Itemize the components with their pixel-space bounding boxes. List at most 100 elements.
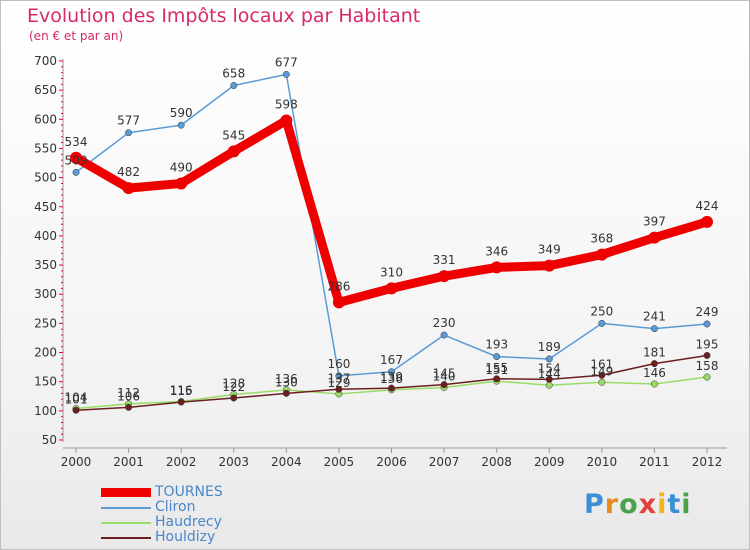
data-label-haudrecy: 158 — [696, 359, 719, 373]
point-cliron — [125, 129, 133, 137]
point-houldizy — [230, 394, 238, 402]
y-tick-label: 300 — [34, 287, 57, 301]
data-label-houldizy: 130 — [275, 375, 298, 389]
data-label-cliron: 241 — [643, 310, 666, 324]
data-label-haudrecy: 112 — [117, 386, 140, 400]
point-haudrecy — [598, 378, 606, 386]
point-houldizy — [125, 403, 133, 411]
point-cliron — [177, 121, 185, 129]
x-tick-label: 2012 — [692, 455, 723, 469]
legend-swatch — [101, 506, 151, 509]
x-tick-label: 2011 — [639, 455, 670, 469]
point-tournes — [490, 261, 503, 274]
logo-letter: r — [604, 489, 620, 520]
data-label-haudrecy: 136 — [380, 372, 403, 386]
point-cliron — [388, 368, 395, 376]
point-cliron — [230, 82, 238, 89]
y-tick-label: 650 — [34, 83, 57, 97]
chart-subtitle: (en € et par an) — [29, 29, 124, 43]
data-label-cliron: 677 — [275, 55, 298, 69]
data-label-tournes: 349 — [538, 243, 561, 257]
x-tick-label: 2002 — [166, 455, 197, 469]
point-houldizy — [703, 352, 711, 359]
point-haudrecy — [650, 380, 658, 388]
data-label-houldizy: 101 — [65, 392, 88, 406]
data-label-haudrecy: 144 — [538, 367, 561, 381]
y-tick-label: 50 — [42, 433, 57, 447]
point-houldizy — [545, 375, 553, 383]
legend-item-houldizy: Houldizy — [101, 530, 223, 545]
data-label-tournes: 534 — [65, 135, 88, 149]
data-label-haudrecy: 146 — [643, 366, 666, 380]
point-houldizy — [282, 389, 290, 397]
y-tick-label: 200 — [34, 346, 57, 360]
point-cliron — [703, 320, 711, 328]
data-label-tournes: 598 — [275, 97, 298, 111]
point-haudrecy — [703, 373, 711, 381]
data-label-houldizy: 161 — [590, 357, 613, 371]
data-label-houldizy: 137 — [327, 371, 350, 385]
data-label-tournes: 397 — [643, 215, 666, 229]
logo-letter: i — [657, 489, 668, 520]
data-label-houldizy: 145 — [433, 367, 456, 381]
data-label-haudrecy: 140 — [433, 370, 456, 384]
legend-swatch — [101, 536, 151, 539]
data-label-houldizy: 195 — [696, 337, 719, 351]
point-tournes — [227, 145, 240, 158]
data-label-houldizy: 155 — [485, 361, 508, 375]
data-label-haudrecy: 116 — [170, 384, 193, 398]
logo-letter: i — [681, 489, 692, 520]
data-label-tournes: 424 — [696, 199, 719, 213]
x-tick-label: 2005 — [324, 455, 355, 469]
y-tick-label: 400 — [34, 229, 57, 243]
data-label-houldizy: 181 — [643, 346, 666, 360]
point-cliron — [493, 353, 501, 361]
x-tick-label: 2006 — [376, 455, 407, 469]
chart-title: Evolution des Impôts locaux par Habitant — [27, 5, 421, 27]
data-label-cliron: 160 — [327, 357, 350, 371]
point-cliron — [282, 70, 290, 78]
data-label-houldizy: 122 — [222, 380, 245, 394]
logo-letter: t — [667, 489, 682, 520]
point-houldizy — [388, 384, 395, 392]
y-tick-label: 500 — [34, 171, 57, 185]
x-tick-label: 2000 — [61, 455, 92, 469]
data-label-houldizy: 106 — [117, 389, 140, 403]
legend-label: Houldizy — [155, 529, 216, 545]
logo-letter: o — [619, 489, 639, 520]
x-tick-label: 2010 — [587, 455, 618, 469]
point-houldizy — [72, 406, 80, 414]
data-label-cliron: 250 — [590, 304, 613, 318]
data-label-tournes: 331 — [433, 253, 456, 267]
data-label-cliron: 230 — [433, 316, 456, 330]
y-tick-label: 700 — [34, 54, 57, 68]
y-tick-label: 100 — [34, 404, 57, 418]
data-label-haudrecy: 151 — [485, 363, 508, 377]
legend-label: TOURNES — [155, 484, 223, 500]
point-haudrecy — [545, 381, 553, 389]
x-tick-label: 2004 — [271, 455, 302, 469]
legend-item-tournes: TOURNES — [101, 485, 223, 500]
data-label-haudrecy: 129 — [327, 376, 350, 390]
data-label-cliron: 249 — [696, 305, 719, 319]
point-houldizy — [440, 381, 448, 389]
data-label-haudrecy: 149 — [590, 364, 613, 378]
y-tick-label: 150 — [34, 375, 57, 389]
data-label-tournes: 286 — [327, 279, 350, 293]
point-tournes — [280, 114, 293, 127]
data-label-houldizy: 139 — [380, 370, 403, 384]
point-tournes — [332, 296, 345, 309]
point-tournes — [648, 231, 661, 244]
x-tick-label: 2001 — [113, 455, 144, 469]
data-label-tournes: 490 — [170, 160, 193, 174]
point-houldizy — [493, 375, 501, 383]
y-tick-label: 600 — [34, 112, 57, 126]
legend-label: Haudrecy — [155, 514, 222, 530]
point-cliron — [440, 331, 448, 339]
point-tournes — [543, 259, 556, 272]
data-label-cliron: 189 — [538, 340, 561, 354]
x-tick-label: 2003 — [218, 455, 249, 469]
x-tick-label: 2008 — [481, 455, 512, 469]
